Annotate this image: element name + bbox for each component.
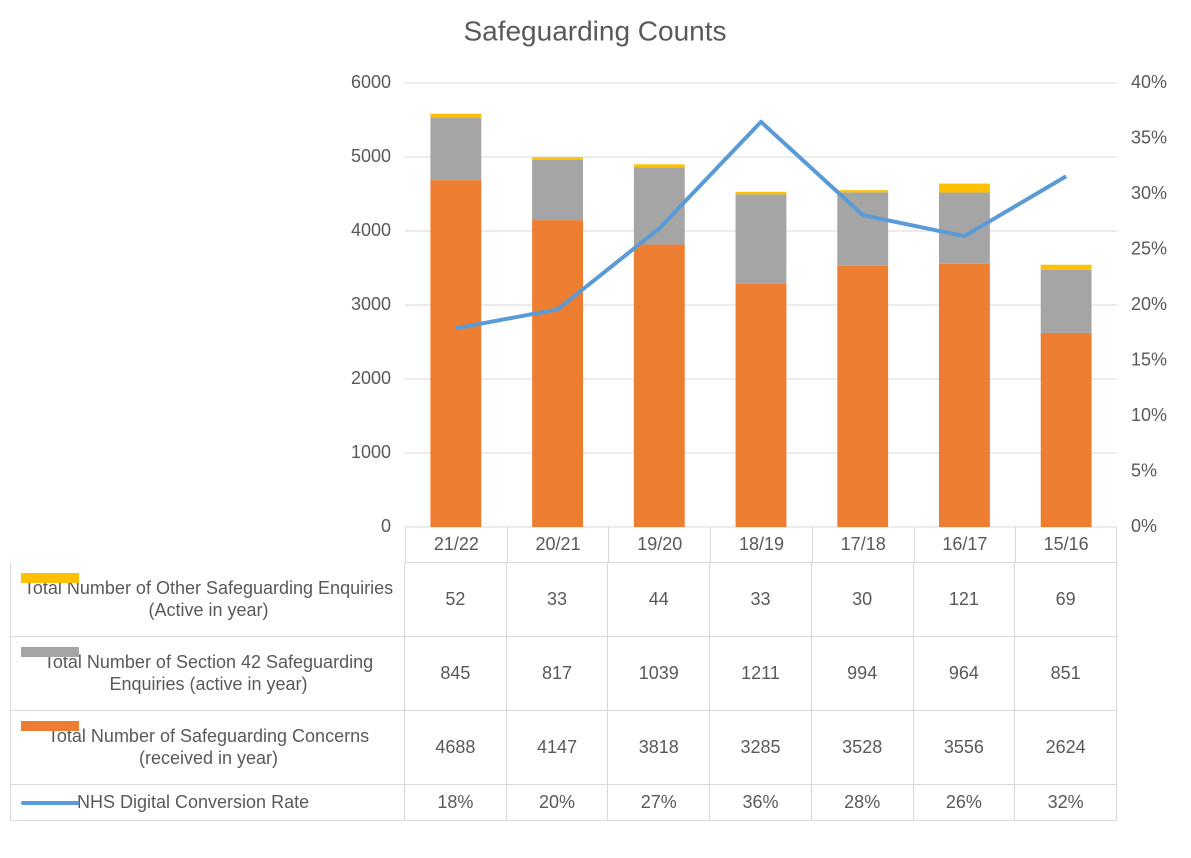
bar [735, 191, 787, 195]
bar [430, 113, 482, 118]
y-tick-label: 1000 [351, 442, 391, 462]
table-cell: 36% [710, 785, 812, 821]
category-label: 20/21 [506, 527, 609, 563]
table-cell: 44 [608, 563, 711, 637]
table-cell: 32% [1015, 785, 1117, 821]
y2-tick-label: 5% [1131, 460, 1157, 480]
bar [939, 192, 990, 264]
bar [1040, 332, 1092, 527]
bar [837, 190, 889, 193]
legend-swatch [21, 647, 79, 657]
table-cell: 3528 [811, 711, 914, 785]
bar [735, 283, 787, 527]
table-cell: 3818 [608, 711, 711, 785]
table-cell: 33 [710, 563, 812, 637]
bar [837, 192, 889, 266]
bar [430, 117, 482, 181]
table-cell: 28% [811, 785, 914, 821]
legend-entry: Total Number of Safeguarding Concerns (r… [10, 711, 405, 785]
y-tick-label: 5000 [351, 146, 391, 166]
bar [633, 244, 685, 527]
bar [532, 220, 583, 527]
y2-tick-label: 0% [1131, 516, 1157, 536]
table-cell: 121 [913, 563, 1016, 637]
category-label: 21/22 [405, 527, 507, 563]
y2-tick-label: 10% [1131, 405, 1167, 425]
category-label: 18/19 [710, 527, 812, 563]
legend-swatch [21, 573, 79, 583]
bar [532, 157, 583, 160]
bar [633, 167, 685, 245]
y-tick-label: 4000 [351, 220, 391, 240]
category-label: 17/18 [811, 527, 914, 563]
y2-tick-label: 35% [1131, 127, 1167, 147]
table-cell: 27% [608, 785, 711, 821]
y2-tick-label: 30% [1131, 183, 1167, 203]
category-label: 19/20 [608, 527, 711, 563]
table-cell: 1211 [710, 637, 812, 711]
table-cell: 817 [506, 637, 609, 711]
bar [532, 159, 583, 221]
table-cell: 26% [913, 785, 1016, 821]
bar [837, 265, 889, 527]
table-cell: 3556 [913, 711, 1016, 785]
legend-label: Total Number of Other Safeguarding Enqui… [23, 577, 394, 620]
bar [1040, 269, 1092, 333]
table-cell: 845 [405, 637, 507, 711]
table-cell: 851 [1015, 637, 1117, 711]
table-cell: 964 [913, 637, 1016, 711]
table-cell: 33 [506, 563, 609, 637]
table-cell: 20% [506, 785, 609, 821]
y-tick-label: 6000 [351, 72, 391, 92]
legend-entry: Total Number of Section 42 Safeguarding … [10, 637, 405, 711]
table-cell: 2624 [1015, 711, 1117, 785]
table-cell: 30 [811, 563, 914, 637]
legend-swatch [21, 801, 79, 805]
y2-tick-label: 40% [1131, 72, 1167, 92]
legend-entry: NHS Digital Conversion Rate [10, 785, 405, 821]
y-tick-label: 2000 [351, 368, 391, 388]
y-tick-label: 3000 [351, 294, 391, 314]
legend-swatch [21, 721, 79, 731]
legend-label: Total Number of Safeguarding Concerns (r… [47, 725, 370, 768]
table-cell: 18% [405, 785, 507, 821]
y2-tick-label: 25% [1131, 238, 1167, 258]
legend-label: Total Number of Section 42 Safeguarding … [43, 651, 374, 694]
bar [1040, 264, 1092, 270]
table-cell: 3285 [710, 711, 812, 785]
table-cell: 52 [405, 563, 507, 637]
category-label: 16/17 [913, 527, 1016, 563]
bar [939, 183, 990, 193]
bar [735, 194, 787, 284]
y2-tick-label: 20% [1131, 294, 1167, 314]
bar [633, 164, 685, 168]
table-cell: 994 [811, 637, 914, 711]
bar [939, 263, 990, 527]
table-cell: 69 [1015, 563, 1117, 637]
legend-label: NHS Digital Conversion Rate [77, 791, 310, 812]
y2-tick-label: 15% [1131, 349, 1167, 369]
chart-title: Safeguarding Counts [463, 15, 726, 46]
table-cell: 1039 [608, 637, 711, 711]
bar [430, 180, 482, 527]
table-cell: 4688 [405, 711, 507, 785]
line [455, 119, 1068, 331]
legend-entry: Total Number of Other Safeguarding Enqui… [10, 563, 405, 637]
category-label: 15/16 [1015, 527, 1117, 563]
y-tick-label: 0 [381, 516, 391, 536]
table-cell: 4147 [506, 711, 609, 785]
